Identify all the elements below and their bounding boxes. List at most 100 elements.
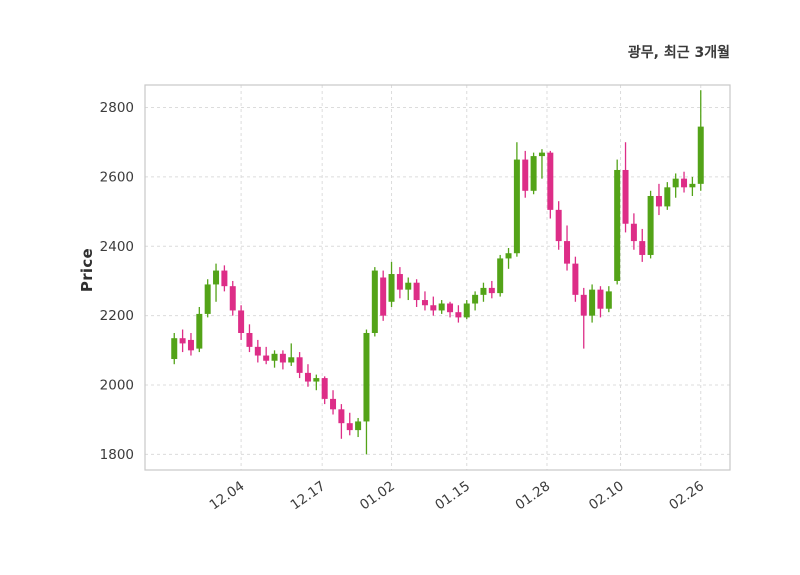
candlestick <box>204 279 211 318</box>
y-axis-tick-label: 2600 <box>100 169 134 185</box>
candlestick <box>396 267 403 299</box>
candlestick <box>254 339 261 363</box>
candle-body <box>196 313 203 349</box>
candle-body <box>589 289 596 316</box>
candle-body <box>547 152 554 210</box>
candle-body <box>697 126 704 184</box>
candlestick <box>689 176 696 196</box>
candlestick <box>447 301 454 318</box>
candle-body <box>488 287 495 294</box>
candle-body <box>530 156 537 191</box>
y-axis-tick-label: 2000 <box>100 378 134 394</box>
candlestick <box>421 291 428 311</box>
candle-body <box>689 183 696 188</box>
candle-body <box>296 357 303 373</box>
candle-body <box>555 209 562 242</box>
candlestick <box>664 182 671 210</box>
candlestick <box>371 267 378 337</box>
candle-body <box>405 282 412 290</box>
candlestick <box>605 286 612 313</box>
candlestick <box>171 332 178 365</box>
candlestick <box>580 287 587 349</box>
candlestick <box>187 332 194 356</box>
candle-body <box>681 178 688 188</box>
candlestick <box>413 279 420 307</box>
candle-body <box>288 357 295 363</box>
candle-body <box>622 169 629 224</box>
plot-border <box>144 84 731 471</box>
candlestick <box>572 256 579 302</box>
candlestick <box>589 284 596 323</box>
candle-body <box>204 284 211 314</box>
candle-body <box>463 303 470 318</box>
candlestick <box>522 150 529 198</box>
candlestick <box>380 270 387 321</box>
candle-body <box>421 300 428 306</box>
candlestick <box>229 280 236 316</box>
candlestick <box>338 404 345 439</box>
candle-body <box>472 294 479 304</box>
candle-body <box>355 421 362 431</box>
candlestick <box>438 300 445 314</box>
candle-body <box>363 332 370 422</box>
candlestick <box>455 305 462 323</box>
candle-body <box>346 423 353 431</box>
x-axis-tick-label: 01.02 <box>357 478 398 513</box>
candle-body <box>630 223 637 242</box>
candle-body <box>664 187 671 207</box>
candle-body <box>254 346 261 356</box>
candlestick <box>279 350 286 370</box>
candle-body <box>605 291 612 309</box>
y-axis-tick-label: 2800 <box>100 100 134 116</box>
candle-body <box>396 274 403 290</box>
candlestick <box>538 149 545 179</box>
candle-body <box>221 270 228 287</box>
candle-body <box>171 338 178 360</box>
candle-body <box>614 169 621 281</box>
candlestick <box>388 261 395 307</box>
candlestick <box>288 343 295 366</box>
candlestick <box>530 152 537 195</box>
candle-body <box>655 195 662 207</box>
x-axis-tick-label: 12.04 <box>207 478 248 513</box>
candlestick <box>330 390 337 415</box>
candle-body <box>179 338 186 344</box>
candlestick <box>513 142 520 257</box>
candle-body <box>330 398 337 410</box>
candle-body <box>371 270 378 333</box>
candle-body <box>497 258 504 294</box>
candle-body <box>597 289 604 309</box>
candlestick <box>672 173 679 198</box>
candlestick <box>614 159 621 285</box>
candle-body <box>229 286 236 311</box>
candle-body <box>338 409 345 424</box>
y-axis-tick-label: 1800 <box>100 447 134 463</box>
candlestick <box>304 364 311 387</box>
x-axis-tick-label: 12.17 <box>288 478 329 513</box>
candle-body <box>380 277 387 316</box>
candlestick <box>547 150 554 219</box>
candle-body <box>313 378 320 382</box>
y-axis-tick-label: 2200 <box>100 308 134 324</box>
candlestick <box>321 376 328 405</box>
candlestick <box>405 277 412 301</box>
candle-body <box>647 195 654 255</box>
candlestick <box>196 306 203 353</box>
candlestick <box>463 300 470 320</box>
candlestick <box>221 265 228 292</box>
candle-body <box>279 353 286 363</box>
candle-body <box>304 372 311 382</box>
candle-body <box>187 339 194 351</box>
x-axis-tick-label: 02.26 <box>666 478 707 513</box>
x-axis-tick-label: 01.15 <box>432 478 473 513</box>
candle-body <box>580 294 587 316</box>
candle-body <box>505 253 512 259</box>
candlestick <box>697 90 704 191</box>
candlestick <box>497 254 504 297</box>
candlestick <box>355 417 362 438</box>
y-axis-tick-label: 2400 <box>100 239 134 255</box>
y-axis-label: Price <box>78 247 96 293</box>
candlestick <box>363 329 370 455</box>
